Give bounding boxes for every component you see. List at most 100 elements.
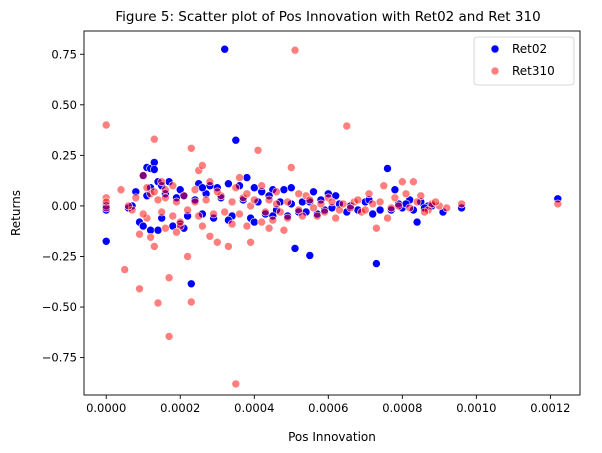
data-point xyxy=(135,229,144,239)
data-point xyxy=(390,185,400,194)
data-point xyxy=(135,284,144,294)
legend: Ret02 Ret310 xyxy=(473,36,575,86)
x-tick-label: 0.0008 xyxy=(382,401,422,415)
y-tick-label: 0.50 xyxy=(51,98,77,112)
data-point xyxy=(157,207,166,217)
data-point xyxy=(187,144,196,153)
data-point xyxy=(190,197,200,207)
data-point xyxy=(401,189,411,199)
data-point xyxy=(142,183,152,192)
data-point xyxy=(124,201,133,211)
data-point xyxy=(246,238,255,247)
data-point xyxy=(409,177,418,186)
data-point xyxy=(153,225,163,235)
data-point xyxy=(220,207,229,217)
data-point xyxy=(150,165,159,174)
series-ret310 xyxy=(101,45,563,389)
x-tick-label: 0.0006 xyxy=(308,401,348,415)
data-point xyxy=(194,211,203,221)
data-point xyxy=(397,177,407,186)
data-point xyxy=(164,332,174,341)
data-point xyxy=(179,191,189,201)
data-point xyxy=(161,193,170,203)
data-point xyxy=(242,173,252,182)
legend-label-ret310: Ret310 xyxy=(512,64,555,78)
data-point xyxy=(316,199,326,209)
x-tick-label: 0.0012 xyxy=(530,401,570,415)
data-point xyxy=(272,187,281,197)
data-point xyxy=(168,211,178,221)
data-point xyxy=(175,217,185,227)
data-point xyxy=(138,209,148,219)
data-point xyxy=(242,189,252,199)
data-point xyxy=(379,181,389,190)
data-point xyxy=(183,205,192,215)
data-point xyxy=(383,213,392,223)
data-point xyxy=(231,379,241,389)
data-point xyxy=(279,185,289,194)
data-point xyxy=(320,207,329,217)
y-tick-label: 0.00 xyxy=(51,199,77,213)
data-point xyxy=(153,298,163,308)
x-axis: 0.0000 0.0002 0.0004 0.0006 0.0008 0.0010 0.00… xyxy=(86,395,571,415)
data-point xyxy=(264,195,274,205)
data-point xyxy=(412,197,422,207)
data-point xyxy=(442,203,452,213)
data-point xyxy=(209,209,218,219)
data-point xyxy=(431,197,440,207)
data-point xyxy=(187,297,196,307)
data-point xyxy=(120,265,129,274)
data-point xyxy=(201,195,211,205)
data-point xyxy=(331,213,341,223)
data-point xyxy=(394,201,403,211)
data-point xyxy=(368,199,378,209)
data-point xyxy=(342,121,352,131)
y-axis-label: Returns xyxy=(9,190,23,236)
data-point xyxy=(305,195,315,205)
data-point xyxy=(235,209,244,219)
data-point xyxy=(198,161,207,170)
data-point xyxy=(250,217,259,227)
data-point xyxy=(364,189,374,199)
data-point xyxy=(231,183,241,192)
x-tick-label: 0.0002 xyxy=(160,401,200,415)
data-point xyxy=(386,203,396,213)
data-point xyxy=(172,227,181,237)
data-point xyxy=(305,251,315,260)
data-point xyxy=(264,223,274,233)
data-point xyxy=(283,213,292,223)
legend-label-ret02: Ret02 xyxy=(512,42,547,56)
data-point xyxy=(227,219,237,229)
data-point xyxy=(257,181,267,190)
data-point xyxy=(150,242,159,251)
data-point xyxy=(275,207,285,217)
data-point xyxy=(224,242,233,251)
data-point xyxy=(205,232,215,241)
data-point xyxy=(290,244,300,253)
data-point xyxy=(309,187,318,197)
data-point xyxy=(372,223,381,233)
data-point xyxy=(198,183,207,192)
data-point xyxy=(420,207,429,217)
y-tick-label: −0.75 xyxy=(42,351,77,365)
data-point xyxy=(150,134,159,144)
data-point xyxy=(412,217,422,227)
data-point xyxy=(153,195,163,205)
data-point xyxy=(101,203,111,213)
plot-frame xyxy=(83,30,581,396)
data-point xyxy=(286,163,296,172)
data-point xyxy=(405,203,415,213)
data-point xyxy=(161,185,170,194)
data-point xyxy=(360,205,370,215)
data-point xyxy=(390,193,400,203)
data-point xyxy=(290,45,300,55)
y-tick-label: −0.25 xyxy=(42,249,77,263)
data-point xyxy=(294,205,304,215)
data-point xyxy=(150,187,159,197)
data-point xyxy=(375,197,385,207)
data-point xyxy=(190,185,200,194)
x-tick-label: 0.0004 xyxy=(234,401,274,415)
data-point xyxy=(294,189,304,199)
data-point xyxy=(250,195,259,205)
